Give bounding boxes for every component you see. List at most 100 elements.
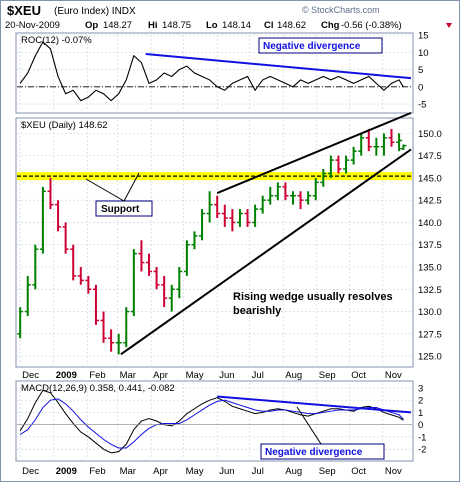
price-bar — [267, 186, 274, 205]
roc-label: ROC(12) -0.07% — [21, 35, 92, 46]
price-bar — [312, 177, 319, 201]
y-tick-label-roc: 0 — [418, 82, 423, 93]
support-layer — [17, 172, 412, 181]
price-bar — [365, 128, 372, 152]
series-layer — [17, 41, 412, 454]
change-label: Chg — [321, 20, 340, 31]
y-tick-label-roc: -5 — [418, 100, 426, 111]
roc-divergence-box — [258, 37, 383, 54]
price-bar — [335, 155, 342, 174]
price-bar — [320, 169, 327, 187]
price-bar — [138, 240, 145, 272]
price-bar — [183, 240, 190, 276]
price-bar — [17, 307, 24, 339]
macd-divergence-text: Negative divergence — [265, 447, 363, 458]
x-tick-label-macd: Jul — [252, 466, 264, 477]
price-bar — [168, 284, 175, 312]
price-label: $XEU (Daily) 148.62 — [21, 120, 108, 131]
wedge-text-line1: Rising wedge usually resolves — [233, 291, 393, 303]
x-tick-label-macd: Oct — [351, 466, 366, 477]
price-bar — [206, 191, 213, 223]
y-tick-label-price: 130.0 — [418, 307, 442, 318]
price-bar — [297, 191, 304, 210]
price-bar — [305, 191, 312, 205]
price-bar — [153, 267, 160, 290]
price-bar — [400, 144, 407, 150]
y-tick-label-roc: 10 — [418, 48, 429, 59]
x-tick-label-macd: Feb — [89, 466, 105, 477]
wedge-note: Rising wedge usually resolves bearishly — [233, 291, 393, 317]
price-bar — [191, 231, 198, 250]
watermark: © StockCharts.com — [302, 5, 380, 15]
price-bar — [274, 182, 281, 201]
macd-series-0 — [19, 389, 404, 454]
x-tick-label-price: Sep — [319, 370, 336, 381]
x-tick-label-macd: Mar — [120, 466, 136, 477]
roc-line — [19, 41, 404, 102]
macd-divergence-line — [217, 395, 412, 414]
x-tick-label-price: Aug — [285, 370, 302, 381]
price-bar — [70, 244, 77, 281]
price-bar — [199, 209, 206, 241]
price-bar — [229, 209, 236, 232]
x-tick-label-price: May — [186, 370, 204, 381]
x-tick-label-macd: Apr — [153, 466, 168, 477]
price-bar — [92, 284, 99, 325]
macd-label: MACD(12,26,9) 0.358, 0.441, -0.082 — [21, 383, 175, 394]
y-tick-label-macd: 3 — [418, 383, 423, 394]
y-tick-label-macd: -1 — [418, 432, 426, 443]
price-bar — [244, 209, 251, 227]
wedge-lower-line — [120, 148, 412, 356]
y-tick-label-price: 135.0 — [418, 263, 442, 274]
price-bar — [130, 249, 137, 316]
x-tick-label-price: Nov — [385, 370, 402, 381]
x-tick-label-price: Feb — [89, 370, 105, 381]
price-bar — [115, 333, 122, 355]
price-bar — [373, 137, 380, 156]
change-value: -0.56 (-0.38%) — [341, 20, 402, 31]
price-bar — [161, 275, 168, 308]
y-tick-label-price: 132.5 — [418, 285, 442, 296]
quote-date: 20-Nov-2009 — [5, 20, 60, 31]
x-tick-label-macd: May — [186, 466, 204, 477]
roc-divergence-text: Negative divergence — [263, 41, 361, 52]
high-label: Hi — [148, 20, 158, 31]
macd-series-1 — [19, 398, 404, 449]
macd-divergence-pointer — [296, 406, 322, 445]
x-tick-label-price: Oct — [351, 370, 366, 381]
low-value: 148.14 — [222, 20, 251, 31]
price-bar — [327, 155, 334, 178]
price-bar — [85, 275, 92, 294]
symbol-title: $XEU — [7, 3, 41, 18]
y-tick-label-price: 147.5 — [418, 151, 442, 162]
support-pointer-right — [123, 172, 140, 202]
price-bar — [388, 128, 395, 147]
low-label: Lo — [206, 20, 218, 31]
y-tick-label-price: 125.0 — [418, 352, 442, 363]
x-tick-label-macd: Nov — [385, 466, 402, 477]
high-value: 148.75 — [162, 20, 191, 31]
open-label: Op — [85, 20, 98, 31]
x-tick-label-macd: Sep — [319, 466, 336, 477]
y-tick-label-price: 142.5 — [418, 196, 442, 207]
x-tick-label-macd: Jun — [219, 466, 234, 477]
price-bar — [221, 204, 228, 227]
price-bar — [380, 133, 387, 156]
y-tick-label-price: 140.0 — [418, 218, 442, 229]
x-tick-label-price: Jul — [252, 370, 264, 381]
y-tick-label-price: 137.5 — [418, 240, 442, 251]
x-tick-label-price: Dec — [22, 370, 39, 381]
price-bar — [252, 204, 259, 227]
x-tick-label-macd: Aug — [285, 466, 302, 477]
macd-divergence-note: Negative divergence — [260, 406, 385, 460]
y-tick-label-macd: 1 — [418, 408, 423, 419]
support-pointer-left — [85, 178, 125, 202]
price-bar — [100, 311, 107, 343]
macd-divergence-box — [260, 443, 385, 460]
x-tick-label-macd: Dec — [22, 466, 39, 477]
price-bar — [259, 195, 266, 214]
price-bar — [146, 253, 152, 276]
price-bar — [55, 200, 62, 232]
y-tick-label-price: 127.5 — [418, 329, 442, 340]
